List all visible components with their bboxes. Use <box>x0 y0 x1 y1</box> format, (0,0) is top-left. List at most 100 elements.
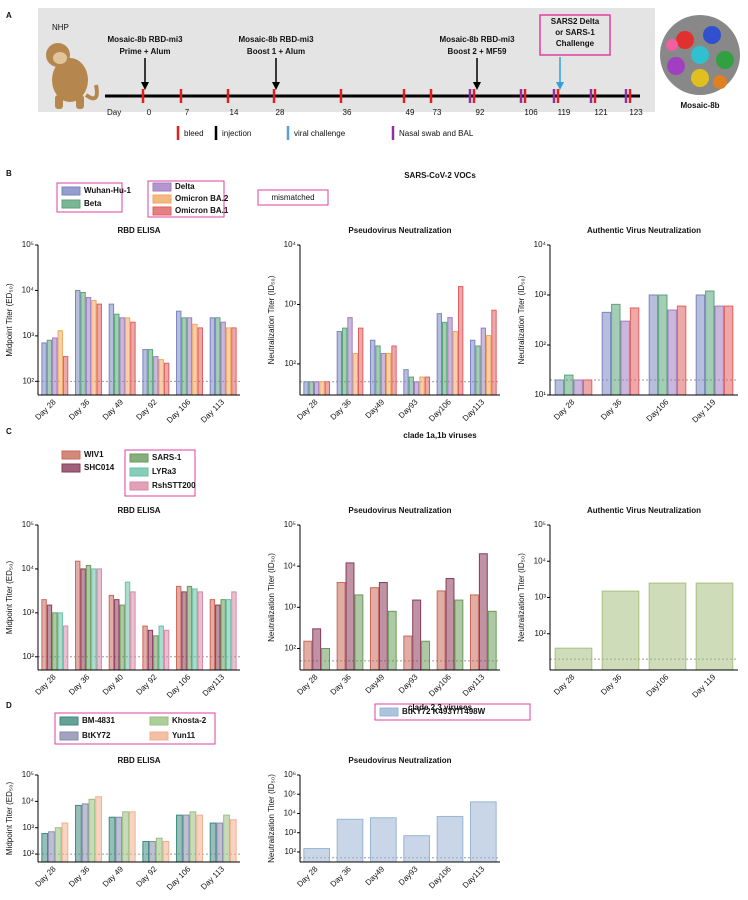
bar <box>347 317 353 396</box>
x-tick-label: Day113 <box>201 672 227 698</box>
day-value: 123 <box>629 108 643 117</box>
bar <box>215 317 221 396</box>
bar <box>163 629 170 671</box>
y-tick-label: 10⁴ <box>22 796 35 805</box>
bar <box>176 814 183 863</box>
bar <box>412 599 422 671</box>
y-tick-label: 10³ <box>534 593 546 602</box>
bar <box>223 814 230 863</box>
bar <box>147 349 154 396</box>
bar <box>436 313 442 396</box>
chart-title: Pseudovirus Neutralization <box>348 756 451 765</box>
challenge-label: or SARS-1 <box>555 28 595 37</box>
x-tick-label: Day 36 <box>67 672 92 697</box>
y-tick-label: 10⁴ <box>284 809 297 818</box>
y-tick-label: 10³ <box>22 331 34 340</box>
section-title: clade 1a,1b viruses <box>403 431 477 440</box>
monkey-icon <box>46 43 99 109</box>
section-note: mismatched <box>271 193 314 202</box>
y-tick-label: 10⁵ <box>22 520 34 529</box>
chart-title: RBD ELISA <box>117 506 160 515</box>
bar <box>115 816 123 863</box>
bar <box>80 568 86 671</box>
x-tick-label: Day 113 <box>199 864 226 891</box>
bar <box>95 796 102 863</box>
bar <box>475 345 481 396</box>
bar <box>336 331 342 396</box>
legend-swatch <box>59 716 79 726</box>
day-value: 28 <box>276 108 285 117</box>
y-tick-label: 10⁵ <box>22 240 34 249</box>
bar <box>336 582 346 671</box>
x-tick-label: Day 92 <box>134 397 159 422</box>
x-tick-label: Day113 <box>461 864 487 890</box>
bar <box>229 819 237 863</box>
bar <box>88 798 96 863</box>
x-tick-label: Day93 <box>397 864 420 887</box>
chart-title: RBD ELISA <box>117 756 160 765</box>
bar <box>81 803 89 863</box>
x-tick-label: Day 106 <box>165 864 193 892</box>
bar <box>62 356 69 396</box>
legend-swatch <box>61 463 81 473</box>
injection-arrowhead <box>272 82 280 90</box>
y-tick-label: 10⁴ <box>22 286 35 295</box>
legend-swatch <box>61 450 81 460</box>
bar <box>80 292 86 396</box>
y-axis-label: Neutralization Titer (ID₅₀) <box>267 774 276 863</box>
bar <box>220 321 226 396</box>
y-tick-label: 10⁴ <box>534 240 547 249</box>
bar <box>454 599 464 671</box>
legend-label: WIV1 <box>84 450 104 459</box>
y-tick-label: 10³ <box>534 290 546 299</box>
y-tick-label: 10³ <box>284 300 296 309</box>
bar <box>149 840 156 863</box>
bar <box>220 599 226 671</box>
bar <box>419 376 425 396</box>
legend-label: Wuhan-Hu-1 <box>84 186 132 195</box>
day-label: Day <box>107 108 121 117</box>
y-tick-label: 10² <box>22 849 34 858</box>
bar <box>319 381 325 396</box>
y-tick-label: 10² <box>534 629 546 638</box>
injection-arrowhead <box>141 82 149 90</box>
bar <box>142 625 148 671</box>
bar <box>658 294 668 396</box>
x-tick-label: Day 36 <box>599 672 624 697</box>
bar <box>370 339 376 396</box>
legend-label: Khosta-2 <box>172 716 207 725</box>
bar <box>96 303 102 396</box>
bar <box>209 317 216 396</box>
legend-label: Nasal swab and BAL <box>399 129 474 138</box>
y-tick-label: 10¹ <box>534 390 546 399</box>
bar <box>601 311 612 396</box>
bar <box>421 640 431 671</box>
bar <box>324 381 330 396</box>
chart-title: Pseudovirus Neutralization <box>348 506 451 515</box>
chart-title: Authentic Virus Neutralization <box>587 506 701 515</box>
particle-label: Mosaic-8b <box>680 101 719 110</box>
bar <box>231 591 237 671</box>
x-tick-label: Day 28 <box>295 864 320 889</box>
bar <box>75 289 81 396</box>
bar <box>181 317 187 396</box>
legend-swatch <box>379 707 399 717</box>
bar <box>391 345 397 396</box>
bar <box>695 294 706 396</box>
challenge-label: Challenge <box>556 39 595 48</box>
legend-box <box>374 703 531 721</box>
bar <box>452 331 458 396</box>
chart-title: Pseudovirus Neutralization <box>348 226 451 235</box>
bar <box>408 376 414 396</box>
y-tick-label: 10² <box>22 652 34 661</box>
legend-label: Beta <box>84 199 102 208</box>
bar <box>648 294 659 396</box>
bar <box>629 307 640 396</box>
y-tick-label: 10² <box>284 644 296 653</box>
y-tick-label: 10² <box>534 340 546 349</box>
bar <box>57 330 63 396</box>
bar <box>61 822 69 863</box>
x-tick-label: Day 36 <box>329 864 354 889</box>
legend-label: SARS-1 <box>152 453 182 462</box>
legend-swatch <box>149 716 169 726</box>
